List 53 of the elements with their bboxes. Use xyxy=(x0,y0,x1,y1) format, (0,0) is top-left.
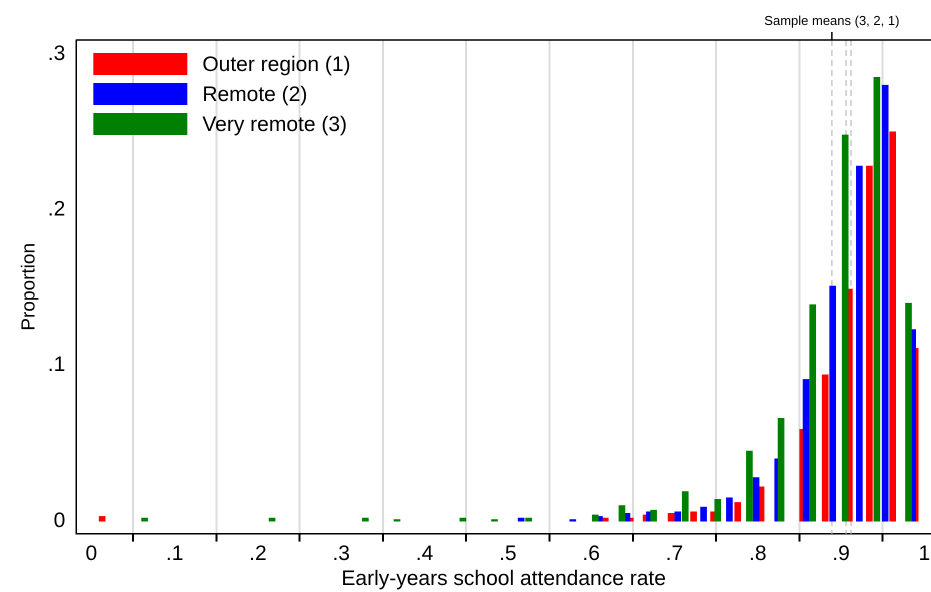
x-tick-label: 0 xyxy=(85,542,98,565)
bar xyxy=(866,166,873,522)
x-tick-label: .6 xyxy=(582,542,600,565)
legend-label: Remote (2) xyxy=(202,82,308,106)
x-tick-label: .9 xyxy=(832,542,850,565)
bar xyxy=(874,77,880,522)
bar xyxy=(802,379,810,522)
bar xyxy=(822,374,829,522)
y-axis-title: Proportion xyxy=(18,242,40,331)
bar xyxy=(882,84,889,522)
bar xyxy=(682,491,689,522)
y-tick-label: .2 xyxy=(48,198,66,221)
bar xyxy=(268,518,276,522)
bar xyxy=(518,518,524,522)
bar xyxy=(734,502,742,522)
bar xyxy=(618,505,626,522)
x-tick-label: .4 xyxy=(416,542,434,565)
bar xyxy=(690,511,697,522)
bar xyxy=(700,506,707,522)
y-tick-label: .1 xyxy=(48,353,66,376)
x-tick-label: .5 xyxy=(499,542,517,565)
bar xyxy=(778,418,784,522)
bar xyxy=(829,286,836,522)
bar xyxy=(650,510,657,522)
legend-label: Outer region (1) xyxy=(202,52,351,76)
bar xyxy=(674,511,682,522)
bar xyxy=(714,499,722,522)
bar xyxy=(525,518,532,522)
bar xyxy=(752,477,760,522)
x-tick-label: .7 xyxy=(666,542,684,565)
bar xyxy=(889,132,896,522)
bar xyxy=(460,518,466,522)
y-tick-label: .3 xyxy=(48,42,66,65)
x-axis-title: Early-years school attendance rate xyxy=(341,567,666,590)
bar xyxy=(746,450,753,522)
bar xyxy=(809,304,816,522)
x-tick-label: .1 xyxy=(166,542,184,565)
bar xyxy=(842,134,849,522)
bar xyxy=(856,166,863,522)
bar xyxy=(726,497,733,522)
bar xyxy=(905,302,912,522)
x-tick-label: .3 xyxy=(332,542,350,565)
bar xyxy=(98,516,106,522)
legend-label: Very remote (3) xyxy=(202,112,348,136)
x-tick-label: 1 xyxy=(918,542,930,565)
text: Sample means (3, 2, 1) xyxy=(764,13,900,28)
x-tick-label: .8 xyxy=(748,542,766,565)
y-tick-label: 0 xyxy=(54,508,66,532)
x-tick-label: .2 xyxy=(249,542,267,565)
bar xyxy=(362,518,369,522)
bar xyxy=(668,513,674,522)
bar xyxy=(141,518,148,522)
bar xyxy=(592,514,599,522)
